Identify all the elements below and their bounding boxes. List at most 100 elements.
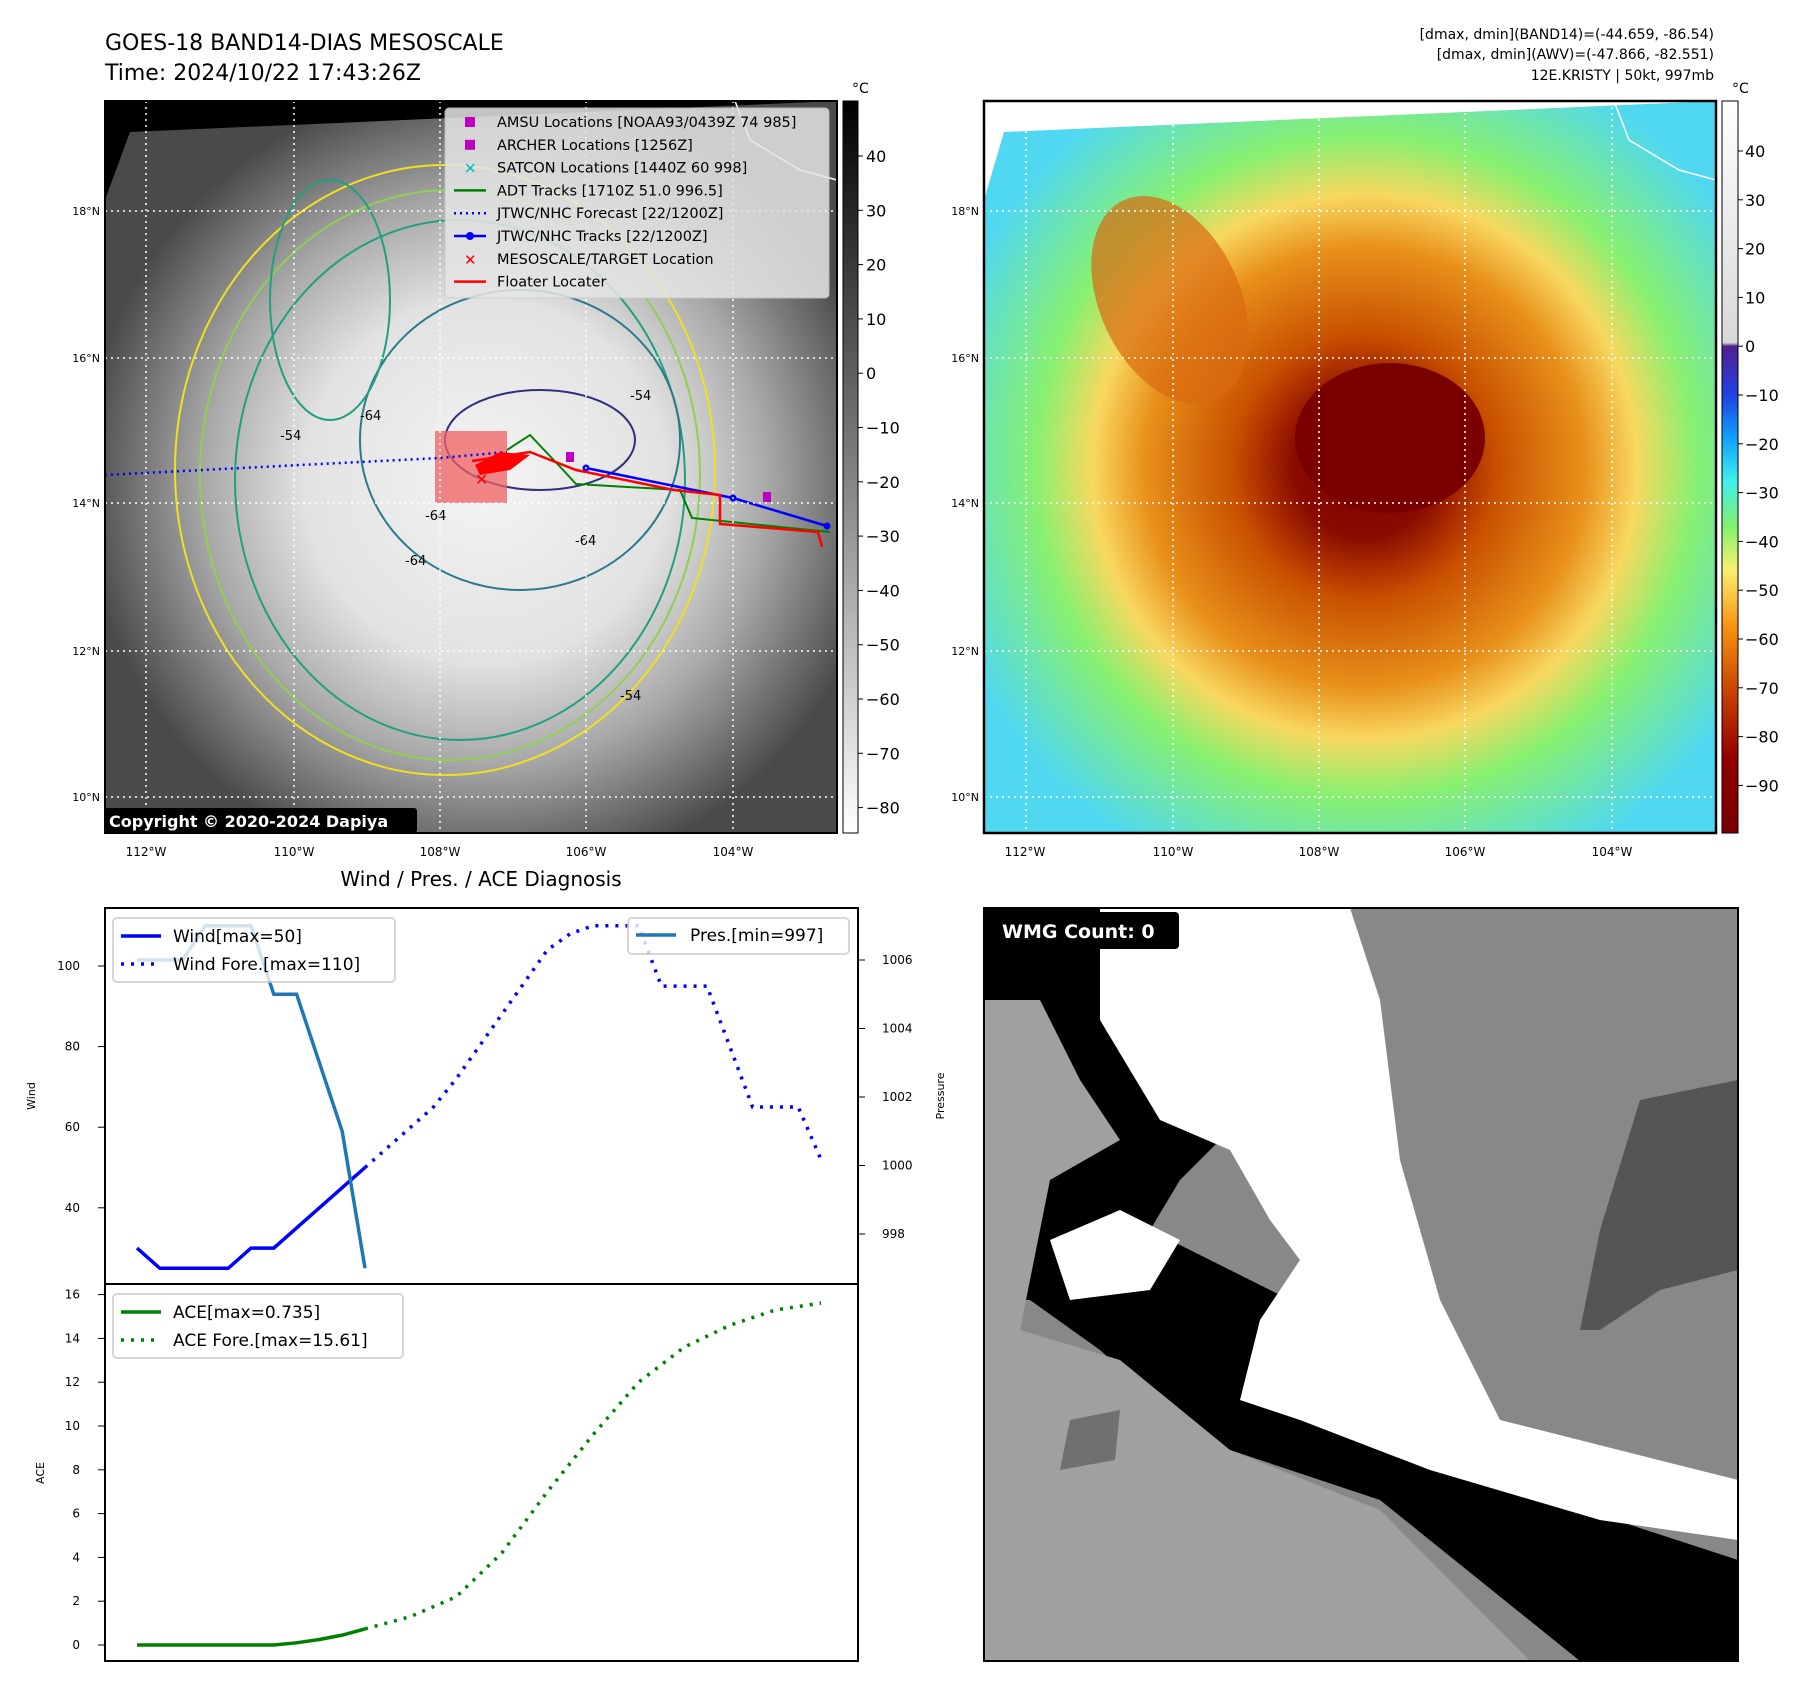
ace-panel — [104, 1283, 859, 1662]
lon-tick-label: 104°W — [1592, 845, 1633, 859]
legend-label: JTWC/NHC Tracks [22/1200Z] — [496, 229, 708, 245]
colorbar-tick-label: −80 — [1745, 728, 1779, 747]
lat-tick-label: 12°N — [951, 645, 979, 658]
pressure-tick-label: 1006 — [882, 953, 913, 967]
lat-tick-label: 18°N — [951, 205, 979, 218]
ir-colorbar — [842, 100, 859, 834]
colorbar-tick-label: −30 — [1745, 484, 1779, 503]
legend-square-icon — [465, 117, 475, 127]
contour-label: -64 — [360, 409, 381, 424]
lat-tick-label: 14°N — [72, 497, 100, 510]
lon-tick-label: 108°W — [1299, 845, 1340, 859]
awv-colorbar-unit: °C — [1732, 81, 1749, 97]
wmg-class-darkgray — [1580, 1080, 1738, 1330]
legend-x-icon: ✕ — [464, 251, 477, 269]
colorbar-tick-label: −60 — [866, 690, 900, 709]
ace-tick-label: 2 — [72, 1594, 80, 1608]
wind-tick-label: 80 — [65, 1040, 80, 1054]
colorbar-tick-label: 0 — [866, 364, 876, 383]
pressure-tick-label: 1004 — [882, 1022, 913, 1036]
colorbar-tick-label: −70 — [1745, 679, 1779, 698]
coastline — [1613, 101, 1716, 181]
stats-band14: [dmax, dmin](BAND14)=(-44.659, -86.54) — [1420, 27, 1714, 43]
ace-tick-label: 8 — [72, 1463, 80, 1477]
colorbar-tick-label: 10 — [1745, 288, 1765, 307]
ace-axis-label: ACE — [34, 1462, 47, 1484]
chart-legend-box — [112, 917, 396, 983]
ace-tick-label: 6 — [72, 1507, 80, 1521]
storm-info: 12E.KRISTY | 50kt, 997mb — [1531, 68, 1714, 84]
colorbar-tick-label: −80 — [866, 799, 900, 818]
mesoscale-target-marker: ✕ — [475, 470, 488, 489]
colorbar-tick-label: 40 — [866, 147, 886, 166]
colorbar-tick-label: −40 — [866, 581, 900, 600]
colorbar-tick-label: −10 — [866, 419, 900, 438]
legend-box — [444, 107, 830, 299]
awv-map-frame — [982, 99, 1718, 835]
contour-label: -54 — [630, 389, 651, 404]
amsu-marker — [763, 492, 771, 502]
colorbar-tick-label: −20 — [866, 473, 900, 492]
pressure-tick-label: 1002 — [882, 1090, 913, 1104]
pressure-legend-label: Pres.[min=997] — [690, 926, 823, 946]
lat-tick-label: 16°N — [72, 352, 100, 365]
colorbar-tick-label: −10 — [1745, 386, 1779, 405]
legend-label: JTWC/NHC Forecast [22/1200Z] — [496, 206, 723, 222]
awv-band — [1091, 196, 1249, 404]
wmg-panel: WMG Count: 0 — [983, 907, 1739, 1662]
ace-tick-label: 10 — [65, 1419, 80, 1433]
floater-locater-track — [471, 450, 824, 548]
colorbar-tick-label: 30 — [1745, 191, 1765, 210]
figure-time: Time: 2024/10/22 17:43:26Z — [104, 61, 421, 86]
legend-label: Floater Locater — [497, 275, 606, 291]
wind-forecast-line — [363, 923, 823, 1169]
pressure-legend-box — [627, 917, 850, 955]
pressure-tick-label: 1000 — [882, 1159, 913, 1173]
chart-legend-label: Wind Fore.[max=110] — [173, 955, 360, 975]
colorbar-tick-label: −50 — [866, 636, 900, 655]
lon-tick-label: 112°W — [126, 845, 167, 859]
lon-tick-label: 110°W — [1153, 845, 1194, 859]
wmg-class-lightgray — [984, 1000, 1530, 1661]
chart-legend-label: ACE Fore.[max=15.61] — [173, 1331, 368, 1351]
wmg-class-white — [1100, 908, 1738, 1540]
legend-x-icon: ✕ — [464, 160, 477, 178]
lat-tick-label: 10°N — [951, 791, 979, 804]
contour-label: -64 — [575, 534, 596, 549]
jtwc-forecast-track — [105, 450, 508, 477]
copyright-box — [105, 808, 417, 833]
lon-tick-label: 106°W — [1445, 845, 1486, 859]
contour-label: -54 — [620, 689, 641, 704]
jtwc-track-point — [823, 522, 831, 530]
adt-track — [506, 433, 831, 533]
chart-legend-label: ACE[max=0.735] — [173, 1303, 320, 1323]
legend-label: ARCHER Locations [1256Z] — [497, 138, 693, 154]
lat-tick-label: 12°N — [72, 645, 100, 658]
wind-tick-label: 40 — [65, 1201, 80, 1215]
lon-tick-label: 110°W — [274, 845, 315, 859]
legend-square-icon — [465, 139, 475, 150]
legend-label: SATCON Locations [1440Z 60 998] — [497, 161, 747, 177]
ace-tick-label: 14 — [65, 1331, 80, 1345]
lat-tick-label: 18°N — [72, 205, 100, 218]
floater-locater-cluster — [475, 452, 530, 475]
contour-band — [269, 179, 391, 421]
pressure-axis-label: Pressure — [934, 1072, 947, 1119]
contour-label: -54 — [280, 429, 301, 444]
wmg-class-midgray — [1060, 1410, 1120, 1470]
awv-eye-cold-core — [1295, 363, 1485, 513]
chart-legend-box — [112, 1293, 404, 1359]
colorbar-tick-label: 20 — [1745, 240, 1765, 259]
lat-tick-label: 14°N — [951, 497, 979, 510]
figure-title: GOES-18 BAND14-DIAS MESOSCALE — [105, 31, 504, 56]
wind-tick-label: 100 — [57, 959, 80, 973]
pressure-tick-label: 998 — [882, 1227, 905, 1241]
copyright-text: Copyright © 2020-2024 Dapiya — [109, 812, 388, 831]
wmg-count-label: WMG Count: 0 — [1002, 921, 1155, 943]
wind-tick-label: 60 — [65, 1120, 80, 1134]
lon-tick-label: 106°W — [566, 845, 607, 859]
wind-axis-label: Wind — [25, 1082, 38, 1110]
chart-legend-label: Wind[max=50] — [173, 927, 302, 947]
colorbar-tick-label: −20 — [1745, 435, 1779, 454]
